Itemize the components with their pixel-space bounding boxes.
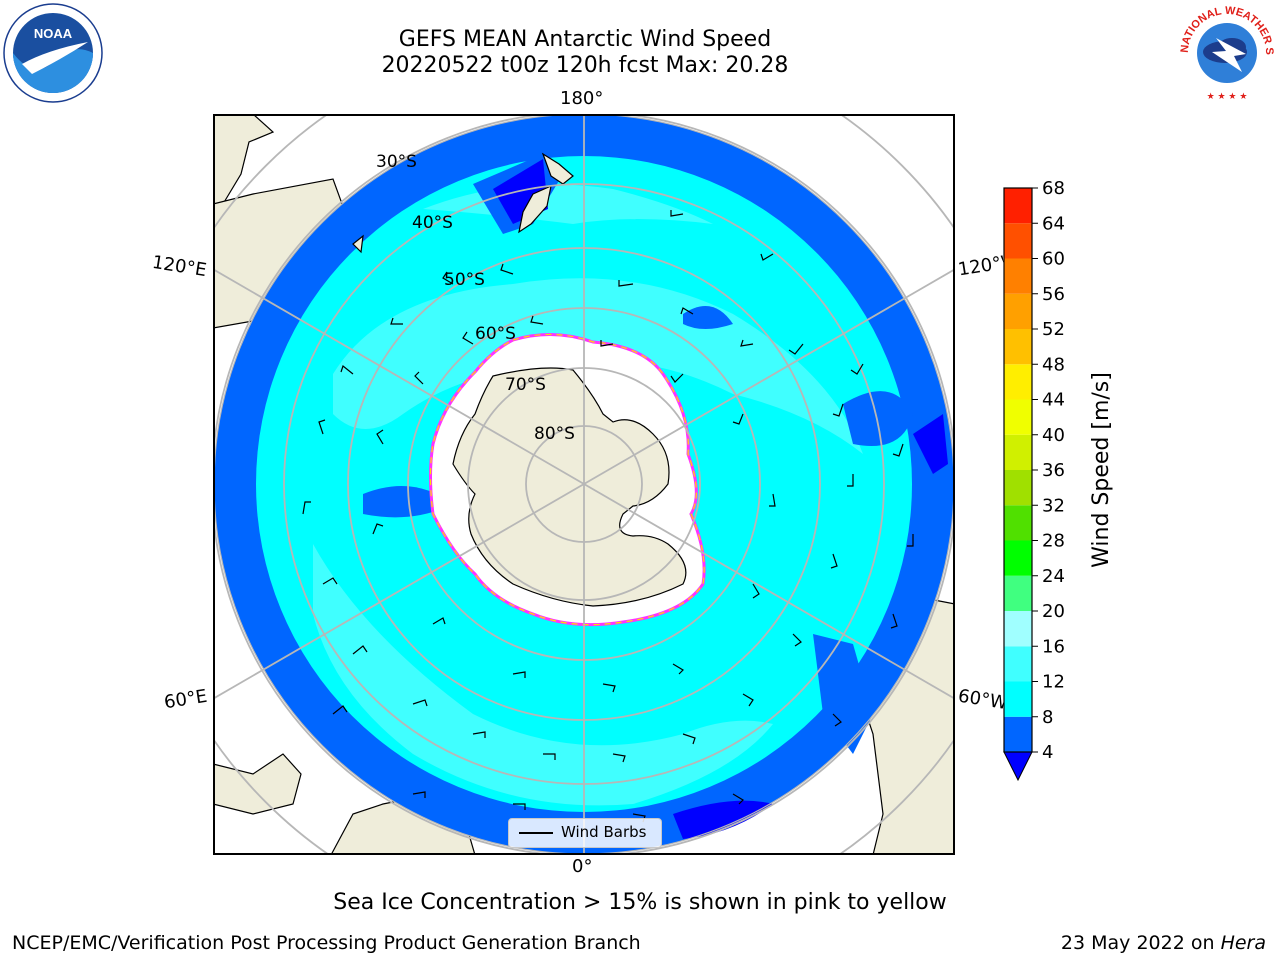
colorbar-label: Wind Speed [m/s] xyxy=(1089,372,1114,568)
colorbar-tick-label: 64 xyxy=(1042,213,1065,234)
colorbar-tick-label: 36 xyxy=(1042,460,1065,481)
chart-subtitle: 20220522 t00z 120h fcst Max: 20.28 xyxy=(381,53,789,78)
svg-text:★ ★ ★ ★: ★ ★ ★ ★ xyxy=(1207,92,1248,102)
colorbar-tick-label: 32 xyxy=(1042,495,1065,516)
footer-date: 23 May 2022 on xyxy=(1060,932,1221,954)
colorbar-box xyxy=(1004,223,1032,259)
colorbar-tick-label: 24 xyxy=(1042,566,1065,587)
islands xyxy=(352,152,574,254)
sea-ice-edge xyxy=(429,333,705,626)
colorbar-tick-label: 60 xyxy=(1042,249,1065,270)
chart-title: GEFS MEAN Antarctic Wind Speed xyxy=(398,27,772,52)
lat-label-80s: 80°S xyxy=(534,424,575,444)
colorbar-box xyxy=(1004,258,1032,294)
colorbar-tick-label: 48 xyxy=(1042,354,1065,375)
footer-left: NCEP/EMC/Verification Post Processing Pr… xyxy=(12,932,641,954)
nws-logo: NATIONAL WEATHER SERVICE ★ ★ ★ ★ xyxy=(1176,2,1276,102)
colorbar-box xyxy=(1004,505,1032,541)
lat-label-70s: 70°S xyxy=(505,375,546,395)
colorbar-tick-label: 52 xyxy=(1042,319,1065,340)
footer-right: 23 May 2022 on Hera xyxy=(1061,932,1266,954)
colorbar-tick-label: 12 xyxy=(1042,672,1065,693)
colorbar-tick-label: 8 xyxy=(1042,707,1053,728)
colorbar-tick-label: 16 xyxy=(1042,636,1065,657)
colorbar-tick-label: 68 xyxy=(1042,180,1065,199)
lat-label-60s: 60°S xyxy=(475,324,516,344)
polar-map xyxy=(213,114,955,855)
colorbar-box xyxy=(1004,611,1032,647)
lat-label-30s: 30°S xyxy=(376,152,417,172)
colorbar-boxes xyxy=(1004,188,1032,752)
colorbar-tick-label: 40 xyxy=(1042,425,1065,446)
colorbar-box xyxy=(1004,646,1032,682)
colorbar-box xyxy=(1004,364,1032,400)
colorbar-box xyxy=(1004,329,1032,365)
sea-ice-note: Sea Ice Concentration > 15% is shown in … xyxy=(333,890,947,915)
colorbar-tick-label: 56 xyxy=(1042,284,1065,305)
colorbar-tick-label: 4 xyxy=(1042,742,1053,763)
colorbar-box xyxy=(1004,434,1032,470)
colorbar-tick-label: 28 xyxy=(1042,531,1065,552)
map-frame xyxy=(213,114,955,855)
colorbar-box xyxy=(1004,716,1032,752)
noaa-logo: NOAA xyxy=(3,3,103,103)
wind-barb-legend-line xyxy=(519,832,553,834)
colorbar-box xyxy=(1004,540,1032,576)
lon-label-upper-left: 120°E xyxy=(150,251,209,282)
colorbar-box xyxy=(1004,681,1032,717)
lat-label-40s: 40°S xyxy=(412,213,453,233)
colorbar-box xyxy=(1004,575,1032,611)
graticule xyxy=(213,114,955,855)
lon-label-top: 180° xyxy=(560,88,604,109)
colorbar-box xyxy=(1004,188,1032,224)
lon-label-lower-left: 60°E xyxy=(162,685,209,714)
colorbar-box xyxy=(1004,293,1032,329)
lat-label-50s: 50°S xyxy=(444,270,485,290)
colorbar-tick-label: 20 xyxy=(1042,601,1065,622)
map-legend: Wind Barbs xyxy=(508,818,662,848)
colorbar-under-triangle xyxy=(1003,751,1033,782)
noaa-logo-text: NOAA xyxy=(34,26,73,41)
colorbar-box xyxy=(1004,470,1032,506)
footer-machine: Hera xyxy=(1220,932,1266,954)
lon-label-bottom: 0° xyxy=(572,856,593,877)
colorbar-box xyxy=(1004,399,1032,435)
colorbar-tick-label: 44 xyxy=(1042,390,1065,411)
legend-label: Wind Barbs xyxy=(561,823,647,841)
